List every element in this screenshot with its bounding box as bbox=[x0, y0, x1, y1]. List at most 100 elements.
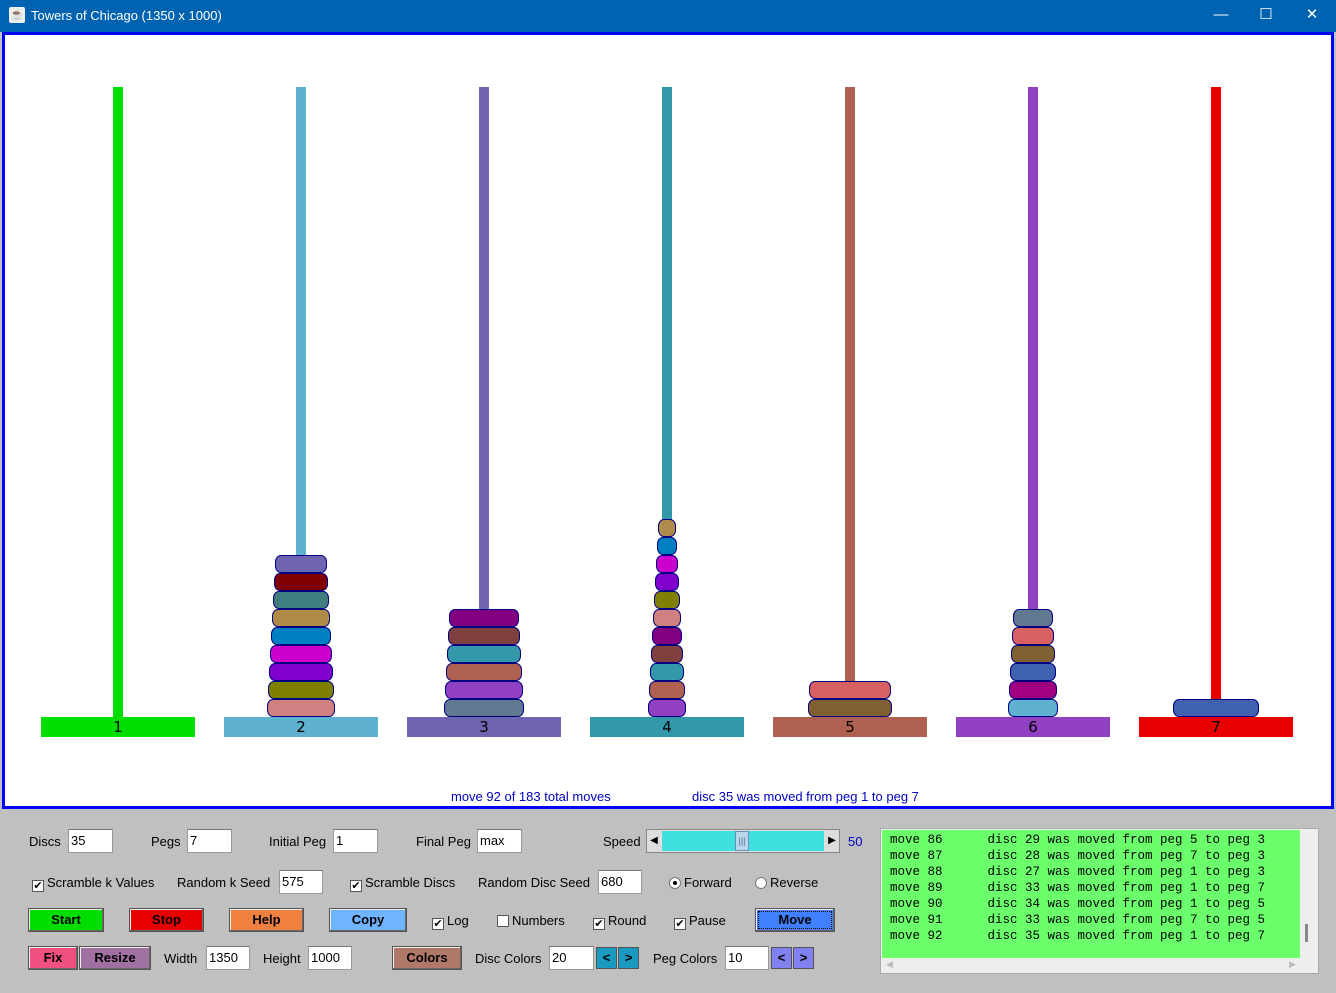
colors-button[interactable]: Colors bbox=[392, 946, 462, 970]
scramble-k-checkbox[interactable]: ✔ Scramble k Values bbox=[32, 875, 154, 892]
forward-label: Forward bbox=[684, 875, 732, 890]
disc-colors-label: Disc Colors bbox=[475, 951, 542, 966]
disc-32 bbox=[444, 699, 524, 717]
pause-checkbox[interactable]: ✔ Pause bbox=[674, 913, 726, 930]
tower-canvas: move 92 of 183 total moves disc 35 was m… bbox=[2, 32, 1334, 809]
slider-left-arrow-icon[interactable]: ◀ bbox=[647, 830, 661, 852]
horizontal-scrollbar[interactable]: ◀ ▶ bbox=[881, 957, 1301, 973]
peg-colors-next-button[interactable]: > bbox=[793, 947, 814, 969]
peg-colors-prev-button[interactable]: < bbox=[771, 947, 792, 969]
scroll-right-icon[interactable]: ▶ bbox=[1289, 959, 1296, 969]
final-peg-input[interactable]: max bbox=[477, 829, 522, 853]
maximize-button[interactable]: ☐ bbox=[1259, 6, 1273, 23]
close-button[interactable]: ✕ bbox=[1305, 6, 1319, 23]
peg-7-base[interactable]: 7 bbox=[1139, 717, 1293, 737]
disc-23 bbox=[270, 645, 332, 663]
k-seed-label: Random k Seed bbox=[177, 875, 271, 890]
discs-label: Discs bbox=[29, 834, 61, 849]
reverse-label: Reverse bbox=[770, 875, 819, 890]
disc-10 bbox=[649, 681, 685, 699]
width-input[interactable]: 1350 bbox=[206, 946, 250, 970]
round-checkbox[interactable]: ✔ Round bbox=[593, 913, 646, 930]
stop-button[interactable]: Stop bbox=[129, 908, 204, 932]
disc-26 bbox=[267, 699, 335, 717]
disc-28 bbox=[448, 627, 520, 645]
disc-4 bbox=[655, 573, 679, 591]
move-count-status: move 92 of 183 total moves bbox=[451, 789, 611, 804]
pegs-label: Pegs bbox=[151, 834, 181, 849]
peg-7-pole bbox=[1211, 87, 1221, 717]
log-checkbox[interactable]: ✔ Log bbox=[432, 913, 469, 930]
peg-5-base[interactable]: 5 bbox=[773, 717, 927, 737]
copy-button[interactable]: Copy bbox=[329, 908, 407, 932]
disc-17 bbox=[1008, 699, 1058, 717]
checkbox-checked-icon: ✔ bbox=[432, 918, 444, 930]
final-peg-label: Final Peg bbox=[416, 834, 471, 849]
peg-2-base[interactable]: 2 bbox=[224, 717, 378, 737]
speed-slider[interactable]: ◀ ||| ▶ bbox=[646, 829, 840, 853]
disc-colors-input[interactable]: 20 bbox=[549, 946, 594, 970]
peg-4-base[interactable]: 4 bbox=[590, 717, 744, 737]
disc-35 bbox=[1173, 699, 1259, 717]
window-title: Towers of Chicago (1350 x 1000) bbox=[31, 8, 222, 23]
title-bar: ☕ Towers of Chicago (1350 x 1000) — ☐ ✕ bbox=[0, 0, 1336, 32]
peg-2-pole bbox=[296, 87, 306, 717]
disc-33 bbox=[809, 681, 891, 699]
peg-4-pole bbox=[662, 87, 672, 717]
disc-seed-input[interactable]: 680 bbox=[598, 870, 642, 894]
pegs-input[interactable]: 7 bbox=[187, 829, 232, 853]
log-line: move 89 disc 33 was moved from peg 1 to … bbox=[890, 881, 1266, 895]
forward-radio[interactable]: Forward bbox=[669, 875, 732, 890]
peg-6-pole bbox=[1028, 87, 1038, 717]
resize-button[interactable]: Resize bbox=[79, 946, 151, 970]
checkbox-checked-icon: ✔ bbox=[674, 918, 686, 930]
numbers-checkbox[interactable]: Numbers bbox=[497, 913, 565, 928]
peg-6-base[interactable]: 6 bbox=[956, 717, 1110, 737]
peg-1-base[interactable]: 1 bbox=[41, 717, 195, 737]
initial-peg-label: Initial Peg bbox=[269, 834, 327, 849]
move-button[interactable]: Move bbox=[755, 908, 835, 932]
minimize-button[interactable]: — bbox=[1213, 6, 1229, 23]
reverse-radio[interactable]: Reverse bbox=[755, 875, 818, 890]
height-input[interactable]: 1000 bbox=[308, 946, 352, 970]
log-label: Log bbox=[447, 913, 469, 928]
scroll-left-icon[interactable]: ◀ bbox=[886, 959, 893, 969]
fix-button[interactable]: Fix bbox=[28, 946, 78, 970]
move-log-text[interactable]: move 86 disc 29 was moved from peg 5 to … bbox=[882, 830, 1300, 958]
help-button[interactable]: Help bbox=[229, 908, 304, 932]
checkbox-checked-icon: ✔ bbox=[350, 880, 362, 892]
disc-21 bbox=[272, 609, 330, 627]
peg-5-pole bbox=[845, 87, 855, 717]
peg-3-base[interactable]: 3 bbox=[407, 717, 561, 737]
disc-12 bbox=[1013, 609, 1053, 627]
disc-19 bbox=[274, 573, 328, 591]
peg-colors-label: Peg Colors bbox=[653, 951, 718, 966]
scramble-discs-checkbox[interactable]: ✔ Scramble Discs bbox=[350, 875, 455, 892]
scramble-k-label: Scramble k Values bbox=[47, 875, 155, 890]
disc-1 bbox=[658, 519, 676, 537]
initial-peg-input[interactable]: 1 bbox=[333, 829, 378, 853]
start-button[interactable]: Start bbox=[28, 908, 104, 932]
disc-18 bbox=[275, 555, 327, 573]
disc-7 bbox=[652, 627, 682, 645]
scramble-discs-label: Scramble Discs bbox=[365, 875, 456, 890]
log-line: move 86 disc 29 was moved from peg 5 to … bbox=[890, 833, 1266, 847]
slider-track[interactable]: ||| bbox=[662, 831, 824, 851]
disc-31 bbox=[445, 681, 523, 699]
discs-input[interactable]: 35 bbox=[68, 829, 113, 853]
slider-thumb[interactable]: ||| bbox=[735, 831, 749, 851]
move-log[interactable]: move 86 disc 29 was moved from peg 5 to … bbox=[880, 828, 1319, 974]
disc-colors-prev-button[interactable]: < bbox=[596, 947, 617, 969]
round-label: Round bbox=[608, 913, 647, 928]
log-line: move 90 disc 34 was moved from peg 1 to … bbox=[890, 897, 1266, 911]
log-line: move 91 disc 33 was moved from peg 7 to … bbox=[890, 913, 1266, 927]
vertical-scrollbar-thumb[interactable] bbox=[1305, 924, 1308, 942]
disc-5 bbox=[654, 591, 680, 609]
k-seed-input[interactable]: 575 bbox=[279, 870, 323, 894]
peg-colors-input[interactable]: 10 bbox=[725, 946, 769, 970]
slider-right-arrow-icon[interactable]: ▶ bbox=[825, 830, 839, 852]
disc-colors-next-button[interactable]: > bbox=[618, 947, 639, 969]
numbers-label: Numbers bbox=[512, 913, 565, 928]
peg-3-pole bbox=[479, 87, 489, 717]
disc-22 bbox=[271, 627, 331, 645]
